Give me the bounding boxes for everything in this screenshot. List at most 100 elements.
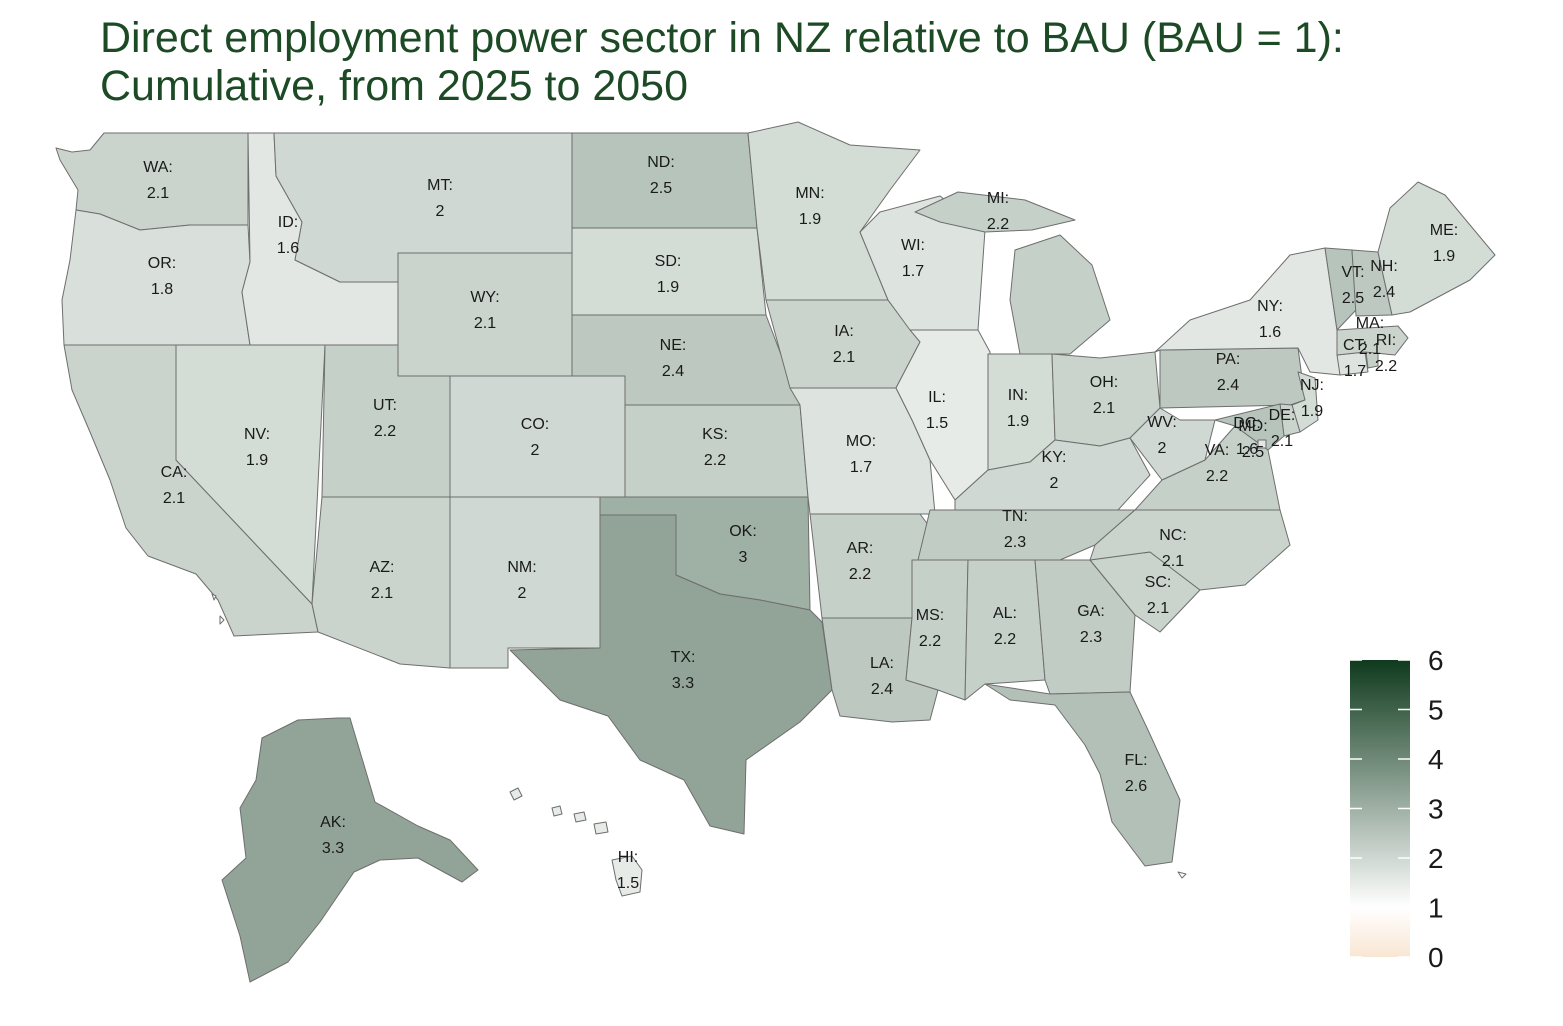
- state-label-ny: NY:: [1257, 298, 1283, 315]
- state-al: [964, 559, 1046, 701]
- state-value-nv: 1.9: [246, 452, 268, 469]
- state-value-wy: 2.1: [474, 315, 496, 332]
- states-layer: [55, 121, 1496, 983]
- state-ks: [624, 404, 809, 498]
- state-value-la: 2.4: [871, 681, 893, 698]
- state-label-fl: FL:: [1124, 752, 1147, 769]
- state-label-nv: NV:: [244, 426, 270, 443]
- legend-tick-label: 3: [1428, 794, 1444, 825]
- state-label-al: AL:: [993, 605, 1017, 622]
- state-value-wv: 2: [1158, 440, 1167, 457]
- state-value-va: 2.2: [1206, 468, 1228, 485]
- state-mi: [1009, 234, 1111, 355]
- state-wi: [859, 195, 986, 331]
- state-ma: [1336, 325, 1409, 356]
- state-az: [311, 496, 451, 669]
- state-il: [895, 329, 991, 501]
- state-value-mt: 2: [436, 203, 445, 220]
- state-label-il: IL:: [928, 389, 946, 406]
- state-label-ri: RI:: [1376, 332, 1396, 349]
- state-label-mo: MO:: [846, 433, 876, 450]
- state-value-mo: 1.7: [850, 459, 872, 476]
- state-value-mi: 2.2: [987, 216, 1009, 233]
- state-sd: [571, 227, 767, 316]
- state-label-mi: MI:: [987, 190, 1009, 207]
- state-value-vt: 2.5: [1342, 290, 1364, 307]
- state-label-co: CO:: [521, 416, 549, 433]
- state-label-dc: DC:: [1233, 415, 1261, 432]
- map-title-line-1: Direct employment power sector in NZ rel…: [100, 14, 1344, 62]
- state-label-oh: OH:: [1090, 374, 1118, 391]
- state-value-md: 2.5: [1242, 444, 1264, 461]
- state-value-ma: 2.1: [1359, 341, 1381, 358]
- state-label-ma: MA:: [1356, 315, 1384, 332]
- state-label-wa: WA:: [143, 159, 173, 176]
- state-label-sd: SD:: [655, 253, 682, 270]
- state-label-nm: NM:: [507, 559, 536, 576]
- state-value-hi: 1.5: [617, 875, 639, 892]
- state-md: [1214, 403, 1285, 451]
- state-value-tx: 3.3: [672, 675, 694, 692]
- state-label-mn: MN:: [795, 185, 824, 202]
- state-value-wi: 1.7: [902, 263, 924, 280]
- map-title: Direct employment power sector in NZ rel…: [100, 14, 1344, 110]
- state-label-tn: TN:: [1002, 508, 1028, 525]
- state-label-md: MD:: [1238, 418, 1267, 435]
- state-value-ct: 1.7: [1344, 363, 1366, 380]
- island-shape: [573, 811, 587, 823]
- state-label-pa: PA:: [1216, 351, 1241, 368]
- island-shape: [593, 821, 609, 835]
- state-value-nj: 1.9: [1301, 403, 1323, 420]
- state-value-nm: 2: [518, 585, 527, 602]
- state-label-mt: MT:: [427, 177, 453, 194]
- state-value-ky: 2: [1050, 475, 1059, 492]
- state-value-az: 2.1: [371, 585, 393, 602]
- state-ia: [765, 299, 921, 389]
- state-value-mn: 1.9: [799, 211, 821, 228]
- state-mi-upper-peninsula: [914, 191, 1076, 233]
- state-value-ca: 2.1: [163, 490, 185, 507]
- state-value-wa: 2.1: [147, 185, 169, 202]
- state-value-al: 2.2: [994, 631, 1016, 648]
- state-label-ok: OK:: [729, 523, 757, 540]
- labels-layer: WA: 2.1 OR: 1.8 CA: 2.1 ID: 1.6 NV: 1.9 MT: 2 WY: 2.1…: [143, 154, 1458, 892]
- state-or: [61, 209, 251, 346]
- state-label-az: AZ:: [370, 559, 395, 576]
- state-label-wv: WV:: [1147, 414, 1177, 431]
- state-label-ca: CA:: [161, 464, 188, 481]
- state-co: [449, 375, 626, 498]
- state-label-nh: NH:: [1370, 258, 1398, 275]
- state-value-ar: 2.2: [849, 566, 871, 583]
- state-label-la: LA:: [870, 655, 894, 672]
- state-value-sc: 2.1: [1147, 600, 1169, 617]
- legend-tick-label: 2: [1428, 843, 1444, 874]
- island-shape: [211, 593, 217, 601]
- state-tx: [509, 514, 833, 835]
- state-value-sd: 1.9: [657, 279, 679, 296]
- state-label-ms: MS:: [916, 607, 944, 624]
- state-value-nd: 2.5: [650, 180, 672, 197]
- legend-tick-label: 5: [1428, 695, 1444, 726]
- state-hi: [611, 855, 643, 897]
- state-label-ky: KY:: [1042, 449, 1067, 466]
- state-label-ia: IA:: [834, 323, 854, 340]
- state-label-nj: NJ:: [1300, 377, 1324, 394]
- state-nm: [449, 496, 601, 669]
- state-value-pa: 2.4: [1217, 377, 1239, 394]
- state-value-ut: 2.2: [374, 423, 396, 440]
- island-shape: [551, 805, 563, 817]
- state-label-wi: WI:: [901, 237, 925, 254]
- state-label-nd: ND:: [647, 154, 675, 171]
- state-fl: [984, 683, 1181, 867]
- legend-tick-label: 4: [1428, 744, 1444, 775]
- state-label-vt: VT:: [1341, 264, 1364, 281]
- state-me: [1377, 181, 1496, 316]
- state-label-nc: NC:: [1159, 527, 1187, 544]
- state-value-co: 2: [531, 442, 540, 459]
- state-label-va: VA:: [1205, 442, 1230, 459]
- island-shape: [219, 615, 225, 625]
- state-value-ak: 3.3: [322, 840, 344, 857]
- legend-tick-label: 6: [1428, 645, 1444, 676]
- state-value-ia: 2.1: [833, 349, 855, 366]
- color-legend: 0 1 2 3 4 5 6: [1350, 645, 1444, 973]
